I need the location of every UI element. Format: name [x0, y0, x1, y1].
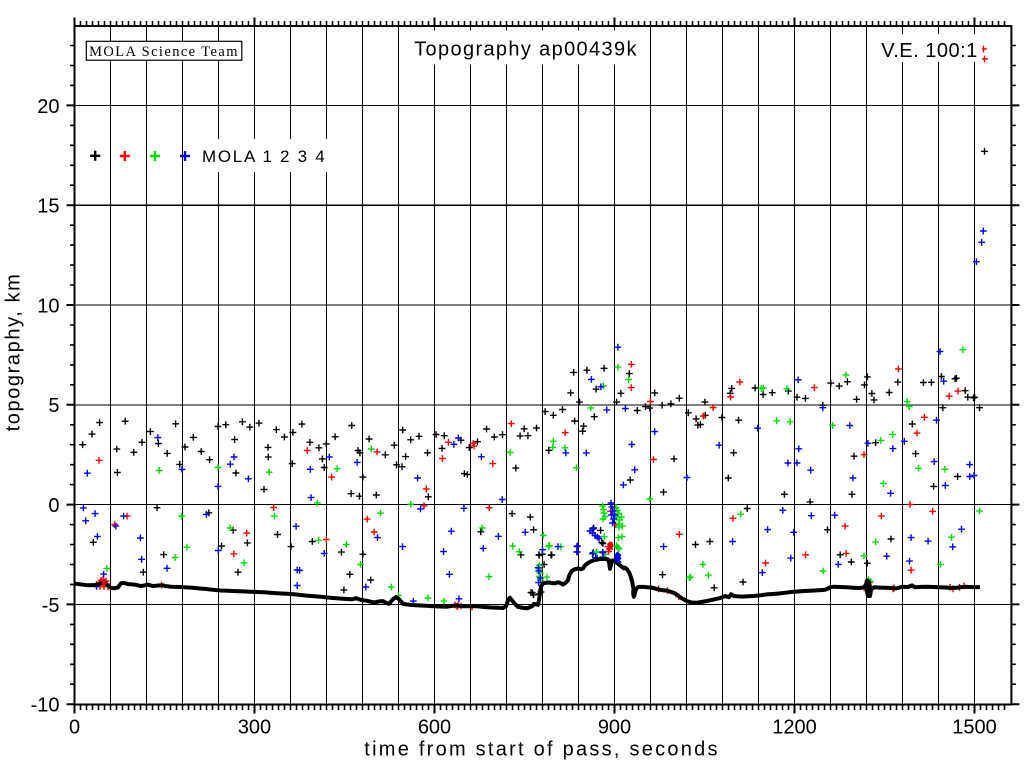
- svg-text:10: 10: [37, 295, 59, 317]
- svg-text:0: 0: [48, 495, 59, 517]
- svg-text:-10: -10: [31, 695, 60, 717]
- svg-text:Topography ap00439k: Topography ap00439k: [414, 38, 638, 60]
- svg-text:900: 900: [598, 716, 631, 738]
- svg-text:time from start of pass, secon: time from start of pass, seconds: [364, 738, 719, 760]
- svg-text:MOLA Science Team: MOLA Science Team: [89, 44, 239, 60]
- svg-text:1500: 1500: [952, 716, 997, 738]
- svg-text:1200: 1200: [772, 716, 817, 738]
- svg-text:600: 600: [418, 716, 451, 738]
- svg-text:V.E. 100:1: V.E. 100:1: [881, 40, 978, 62]
- svg-text:300: 300: [238, 716, 271, 738]
- svg-text:20: 20: [37, 96, 59, 118]
- svg-text:5: 5: [48, 395, 59, 417]
- svg-text:-5: -5: [42, 595, 60, 617]
- svg-text:15: 15: [37, 196, 59, 218]
- svg-text:MOLA 1 2 3 4: MOLA 1 2 3 4: [202, 147, 326, 166]
- svg-text:topography, km: topography, km: [3, 273, 25, 432]
- svg-text:0: 0: [69, 716, 80, 738]
